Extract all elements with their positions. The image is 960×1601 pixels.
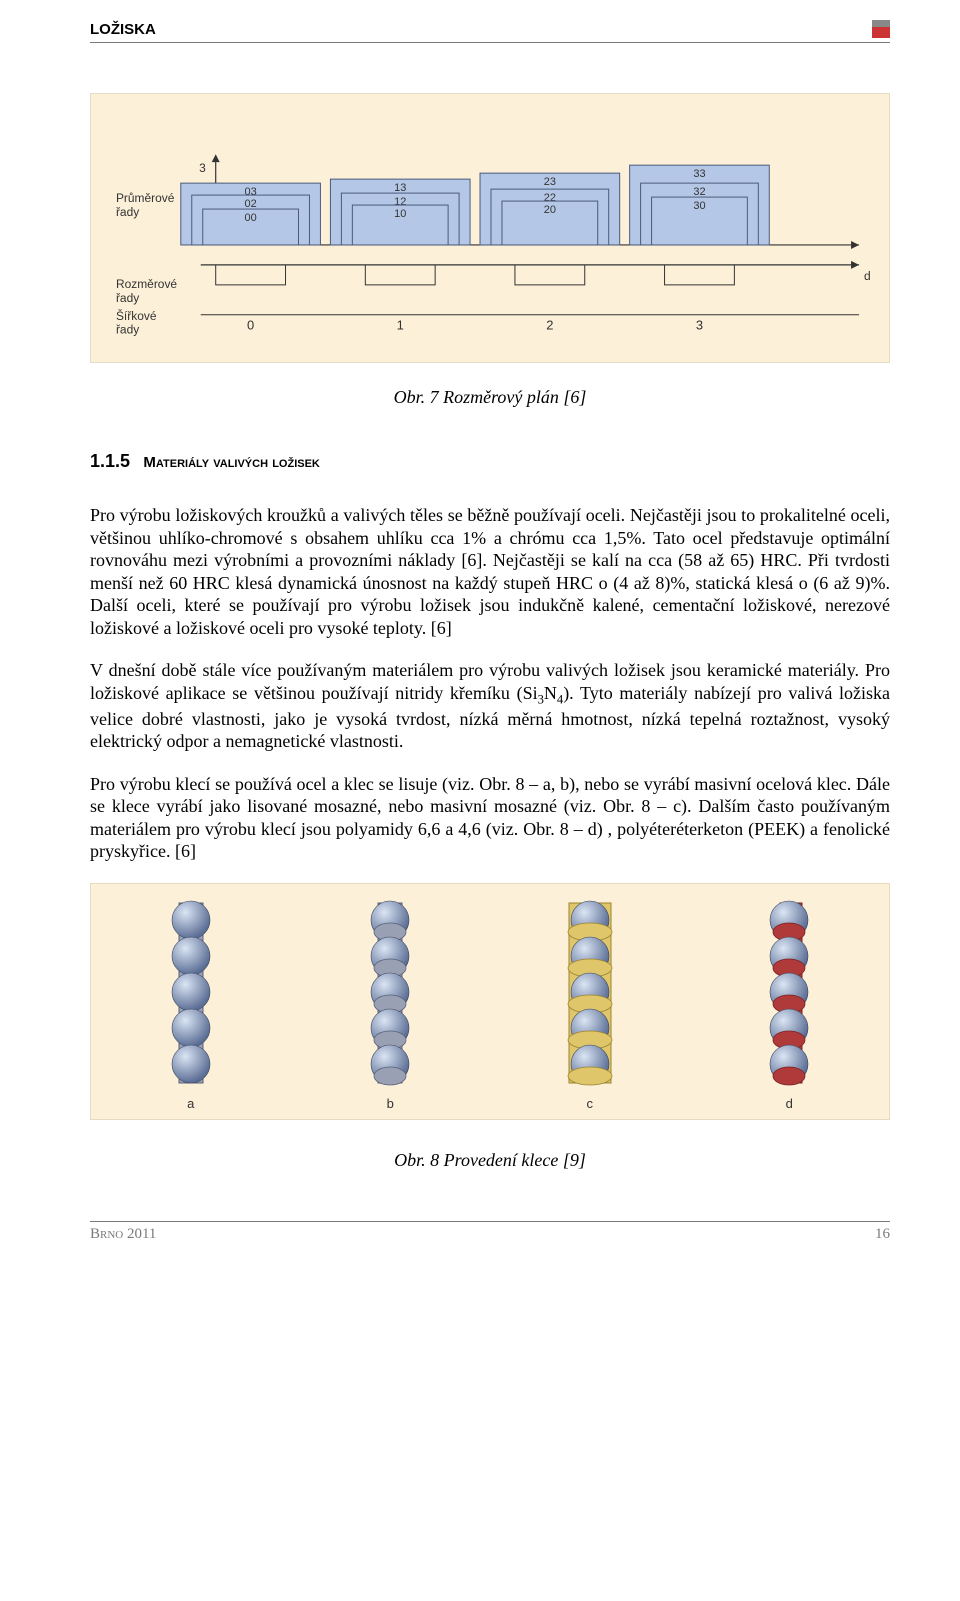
paragraph-1: Pro výrobu ložiskových kroužků a valivýc… xyxy=(90,504,890,639)
x-axis-label: 3 xyxy=(696,318,703,333)
bot-title-2: řady xyxy=(116,323,139,337)
header-logo-icon xyxy=(872,20,890,38)
x-axis-label: 0 xyxy=(247,318,254,333)
page-footer: Brno 2011 16 xyxy=(90,1221,890,1243)
figure-8-caption: Obr. 8 Provedení klece [9] xyxy=(90,1150,890,1171)
y-title-2: řady xyxy=(116,205,139,219)
y-title-1: Průměrové xyxy=(116,191,175,205)
bot-title-1: Šířkové xyxy=(116,308,157,323)
dimension-bar-label: 00 xyxy=(245,212,257,224)
dimension-bar-label: 33 xyxy=(693,168,705,180)
footer-page-number: 16 xyxy=(875,1226,890,1243)
section-heading: 1.1.5 Materiály valivých ložisek xyxy=(90,446,890,474)
section-title-text: Materiály valivých ložisek xyxy=(143,454,319,471)
cage-variant-label: c xyxy=(587,1096,594,1111)
cage-variant: b xyxy=(345,898,435,1111)
para2-n: N xyxy=(544,683,557,703)
page-header: LOŽISKA xyxy=(90,0,890,43)
cage-icon xyxy=(545,898,635,1088)
x-axis-label: 1 xyxy=(397,318,404,333)
cage-designs-figure: a b c d xyxy=(90,883,890,1120)
dimension-bar-label: 20 xyxy=(544,204,556,216)
dimension-bar-label: 10 xyxy=(394,208,406,220)
paragraph-3: Pro výrobu klecí se používá ocel a klec … xyxy=(90,773,890,863)
cage-variant: a xyxy=(146,898,236,1111)
dimension-plan-svg: 3 2 0 Průměrové řady Rozměrové řady Šířk… xyxy=(101,108,879,352)
cage-variant-label: a xyxy=(187,1096,194,1111)
mid-title-2: řady xyxy=(116,291,139,305)
dimension-bar-label: 23 xyxy=(544,176,556,188)
dimension-plan-diagram: 3 2 0 Průměrové řady Rozměrové řady Šířk… xyxy=(90,93,890,363)
section-title: LOŽISKA xyxy=(90,21,156,38)
x-axis-label: 2 xyxy=(546,318,553,333)
figure-7-caption: Obr. 7 Rozměrový plán [6] xyxy=(90,387,890,408)
cage-variant: d xyxy=(744,898,834,1111)
cage-icon xyxy=(146,898,236,1088)
cage-icon xyxy=(345,898,435,1088)
cage-variant-label: d xyxy=(786,1096,793,1111)
cage-variant: c xyxy=(545,898,635,1111)
dimension-bar-label: 30 xyxy=(693,200,705,212)
cage-icon xyxy=(744,898,834,1088)
header-rule xyxy=(90,42,890,43)
right-d: d xyxy=(864,269,871,283)
dimension-bar-label: 32 xyxy=(693,186,705,198)
y-label-3: 3 xyxy=(199,161,206,175)
footer-left: Brno 2011 xyxy=(90,1226,156,1243)
cage-variant-label: b xyxy=(387,1096,394,1111)
section-number: 1.1.5 xyxy=(90,451,130,471)
dimension-bar-label: 02 xyxy=(245,198,257,210)
dimension-bar-label: 13 xyxy=(394,182,406,194)
paragraph-2: V dnešní době stále více používaným mate… xyxy=(90,659,890,753)
mid-title-1: Rozměrové xyxy=(116,277,177,291)
